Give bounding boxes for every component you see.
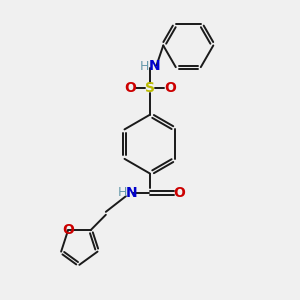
Text: N: N [148, 59, 160, 73]
Text: O: O [164, 81, 176, 95]
Text: O: O [62, 223, 74, 237]
Text: O: O [173, 186, 185, 200]
Text: H: H [117, 186, 127, 199]
Text: O: O [124, 81, 136, 95]
Text: N: N [126, 186, 137, 200]
Text: H: H [140, 60, 149, 73]
Text: S: S [145, 81, 155, 95]
